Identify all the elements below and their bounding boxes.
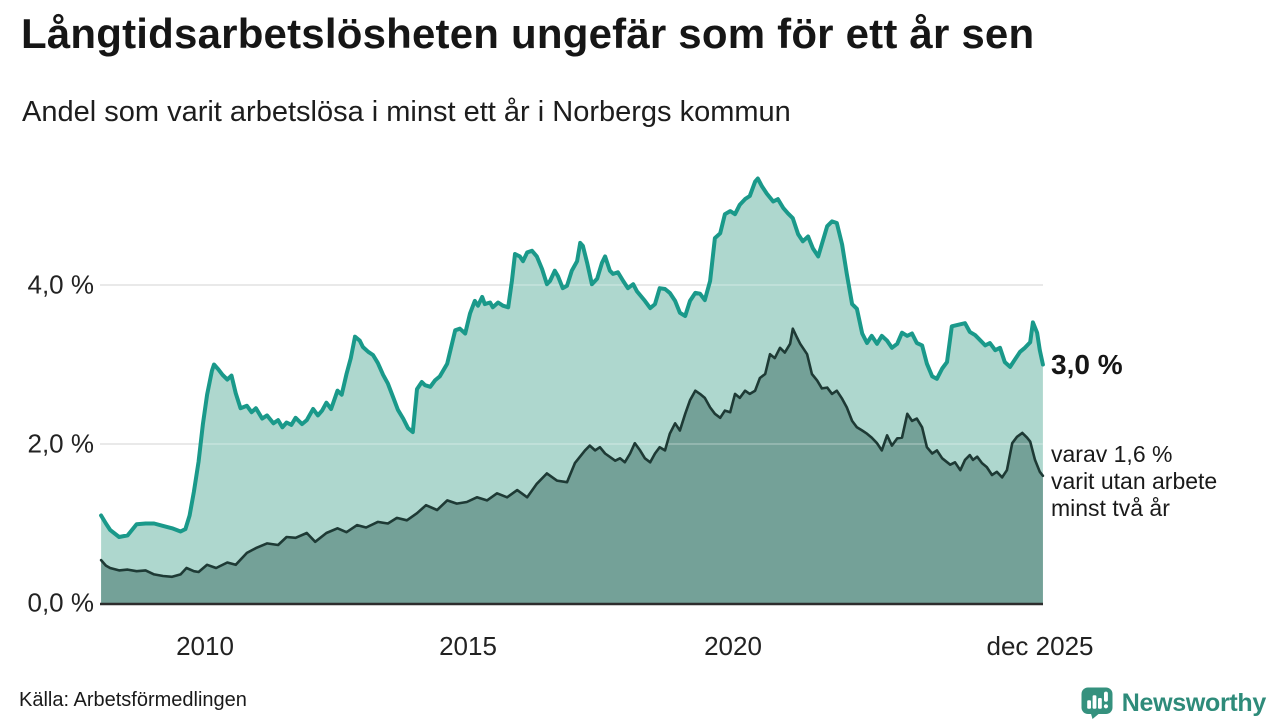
chart-subtitle: Andel som varit arbetslösa i minst ett å… [22, 96, 791, 128]
latest-value-label: 3,0 % [1051, 349, 1123, 380]
x-axis-tick-2020: 2020 [704, 631, 762, 661]
x-axis-tick-2015: 2015 [439, 631, 497, 661]
note-line-2: varit utan arbete [1051, 468, 1218, 494]
y-axis-tick-2: 2,0 % [27, 428, 95, 459]
x-axis-tick-dec-2025: dec 2025 [986, 631, 1094, 661]
page-title: Långtidsarbetslösheten ungefär som för e… [21, 10, 1035, 57]
note-line-1: varav 1,6 % [1051, 441, 1173, 467]
y-axis-tick-4: 4,0 % [27, 269, 95, 300]
speech-bubble-bar-chart-icon [1081, 687, 1113, 719]
y-axis-tick-0: 0,0 % [27, 587, 95, 618]
latest-subvalue-label: varav 1,6 % varit utan arbete minst två … [1051, 441, 1217, 522]
source-credit: Källa: Arbetsförmedlingen [19, 689, 247, 711]
newsworthy-logo: Newsworthy [1080, 687, 1266, 719]
newsworthy-wordmark: Newsworthy [1121, 688, 1267, 717]
x-axis-tick-2010: 2010 [176, 631, 234, 661]
note-line-3: minst två år [1051, 495, 1170, 521]
